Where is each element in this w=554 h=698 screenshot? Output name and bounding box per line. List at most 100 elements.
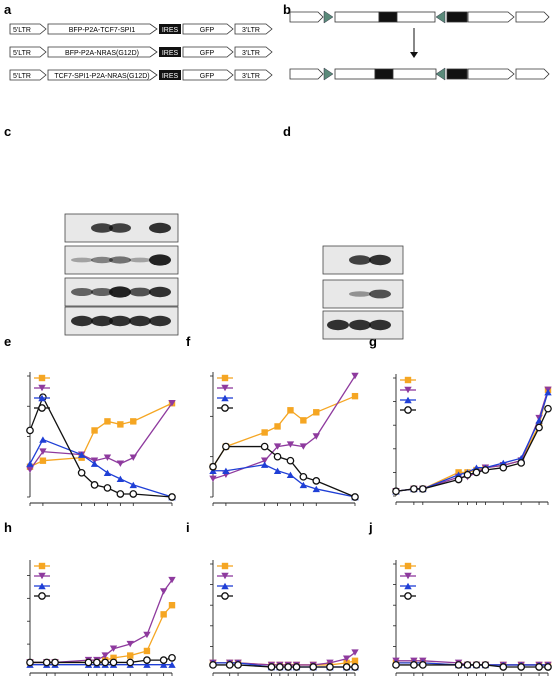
gene-label: TCF7-SPI1-P2A-NRAS(G12D) [54, 73, 149, 80]
lox71-site [435, 10, 446, 24]
data-point-square [287, 407, 294, 414]
ires-box [159, 47, 181, 57]
data-point-circle [499, 463, 508, 472]
gfp-box [467, 11, 515, 23]
data-point-circle [286, 456, 295, 465]
data-point-triangle-up [222, 467, 230, 474]
blot-band [91, 256, 113, 264]
data-point-circle [159, 656, 168, 664]
data-point-triangle-up [273, 467, 282, 474]
data-point-triangle-down [260, 457, 269, 464]
gene-box [47, 23, 158, 35]
blot-band [91, 223, 113, 233]
data-point-triangle-up [168, 661, 176, 668]
data-point-triangle-down [312, 433, 320, 440]
panel-label-g: g [369, 334, 377, 349]
inverted-nras-box [334, 11, 380, 23]
gfp-label: GFP [200, 27, 215, 34]
data-point-circle [221, 404, 229, 412]
data-point-square [110, 654, 117, 662]
gene-box [47, 69, 158, 81]
ires-box [159, 24, 181, 34]
blot-band [369, 289, 391, 299]
ltr3-label: 3'LTR [242, 73, 260, 80]
chart-i [209, 560, 359, 676]
data-point-circle [517, 663, 526, 671]
data-point-circle [544, 404, 552, 413]
blot-band [149, 222, 171, 234]
chart-h [26, 560, 176, 676]
data-point-circle [129, 490, 138, 498]
blot-band [91, 288, 113, 296]
data-point-circle [499, 663, 508, 671]
data-point-triangle-up [77, 451, 86, 458]
data-point-square [351, 392, 359, 400]
data-point-circle [26, 426, 34, 435]
data-point-triangle-down [286, 441, 295, 448]
data-point-circle [481, 661, 490, 669]
ltr3-box [515, 68, 550, 80]
data-point-circle [404, 592, 412, 600]
data-point-circle [38, 404, 46, 412]
blot-band [129, 315, 151, 327]
panel-label-h: h [4, 520, 12, 535]
blot-band [71, 257, 93, 263]
data-point-triangle-down [159, 588, 168, 595]
ires-label: IRES [162, 73, 179, 80]
data-point-square [91, 427, 98, 434]
ires-box [159, 70, 181, 80]
blot-band [109, 286, 131, 298]
data-point-triangle-down [273, 443, 282, 450]
data-point-triangle-up [129, 481, 137, 489]
data-point-circle [143, 656, 151, 664]
data-point-circle [463, 661, 472, 669]
ires-box [446, 68, 468, 80]
data-point-circle [410, 661, 418, 669]
series-line [29, 402, 173, 471]
data-point-circle [103, 484, 112, 492]
blot-band [109, 256, 131, 264]
ltr3-box [234, 46, 273, 58]
ltr3-box [234, 69, 273, 81]
data-point-circle [26, 658, 34, 667]
gfp-box [467, 68, 515, 80]
ltr3-box [515, 11, 550, 23]
data-point-circle [481, 466, 490, 474]
data-point-circle [472, 468, 481, 477]
series-line [29, 395, 173, 498]
data-point-triangle-down [168, 400, 176, 407]
data-point-triangle-down [126, 640, 134, 648]
data-point-square [313, 409, 320, 416]
data-point-circle [463, 470, 472, 479]
data-point-square [117, 421, 124, 428]
inverted-tcf7-box [396, 11, 436, 23]
blot-band [109, 315, 131, 327]
data-point-triangle-up [159, 661, 168, 668]
series-line [212, 395, 356, 468]
data-point-circle [77, 468, 86, 477]
data-point-triangle-up [312, 485, 320, 493]
construct-diagram-b [289, 10, 550, 81]
gfp-label: GFP [200, 50, 215, 57]
data-point-circle [126, 658, 135, 667]
data-point-circle [342, 663, 351, 671]
blot-band [91, 315, 113, 327]
blot-band [129, 257, 151, 263]
data-point-circle [472, 661, 481, 669]
p2a-box [374, 68, 394, 80]
series-line [395, 389, 549, 492]
ltr3-label: 3'LTR [242, 50, 260, 57]
series-line [30, 604, 173, 664]
gfp-box [182, 46, 234, 58]
data-point-circle [517, 459, 526, 467]
data-point-triangle-up [404, 582, 412, 590]
blot-band [71, 315, 93, 327]
blot-band [369, 254, 391, 266]
data-point-circle [209, 462, 217, 471]
data-point-triangle-down [109, 645, 118, 652]
data-point-square [39, 457, 47, 464]
gfp-box [182, 69, 234, 81]
data-point-triangle-up [221, 394, 229, 402]
chart-e [26, 372, 176, 506]
data-point-triangle-down [404, 386, 412, 394]
